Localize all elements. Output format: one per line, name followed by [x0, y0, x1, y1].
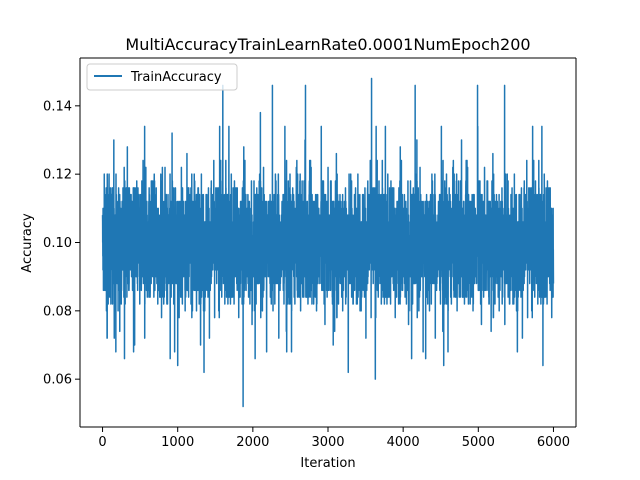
- chart-title: MultiAccuracyTrainLearnRate0.0001NumEpoc…: [125, 35, 530, 54]
- y-axis-label: Accuracy: [20, 213, 35, 273]
- x-axis-label: Iteration: [300, 456, 355, 471]
- y-tick-label: 0.12: [43, 168, 72, 183]
- x-tick-label: 0: [98, 435, 106, 450]
- y-tick-label: 0.06: [43, 373, 72, 388]
- x-tick-label: 6000: [537, 435, 570, 450]
- y-tick-label: 0.10: [43, 236, 72, 251]
- x-tick-label: 4000: [387, 435, 420, 450]
- legend: TrainAccuracy: [86, 63, 238, 91]
- series-layer: [101, 77, 555, 408]
- legend-box: [86, 63, 238, 91]
- x-tick-label: 5000: [462, 435, 495, 450]
- x-tick-label: 1000: [161, 435, 194, 450]
- x-tick-label: 2000: [236, 435, 269, 450]
- x-tick-label: 3000: [311, 435, 344, 450]
- series-line-trainaccuracy: [101, 77, 555, 408]
- y-tick-label: 0.08: [43, 304, 72, 319]
- y-tick-label: 0.14: [43, 99, 72, 114]
- axes-layer: 0 1000 2000 3000 4000 5000 6000 0.06 0.08 0.10 0.1…: [43, 57, 577, 450]
- legend-label: TrainAccuracy: [130, 70, 222, 85]
